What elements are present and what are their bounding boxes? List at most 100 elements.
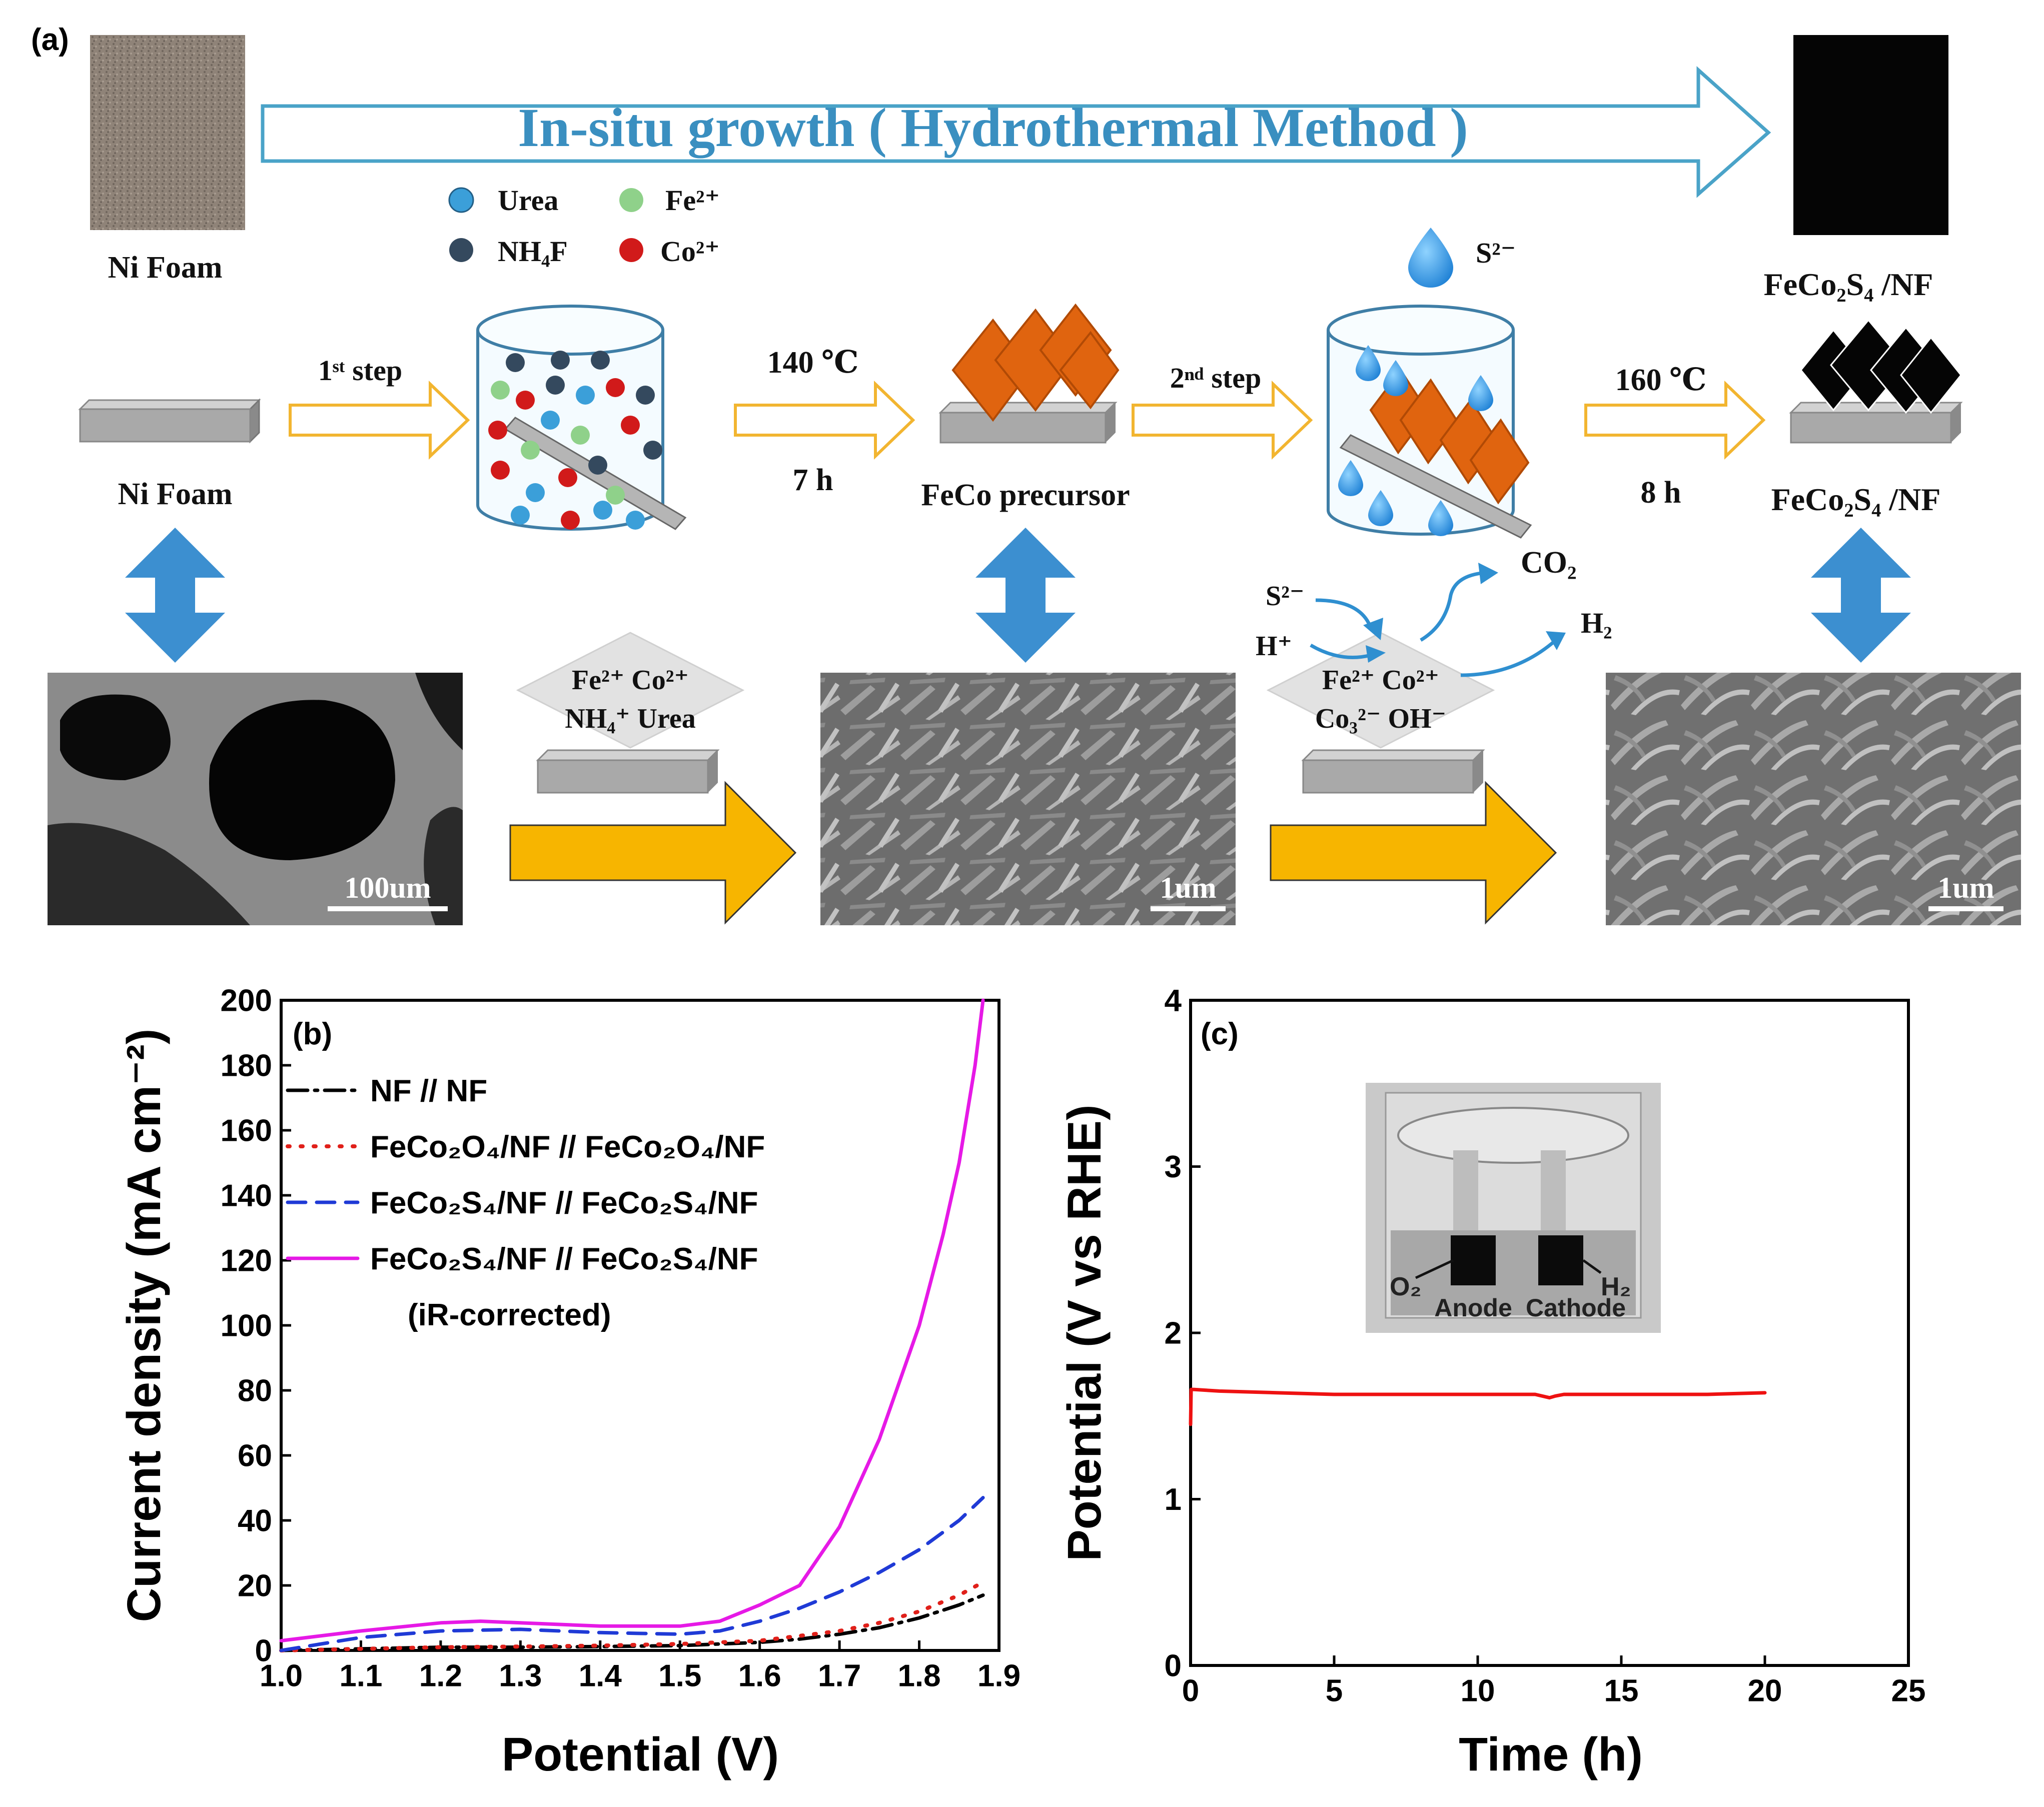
series-line xyxy=(1189,1387,1767,1426)
chart-b-label: (b) xyxy=(293,1017,332,1051)
panel-a: (a) Ni Foam In-situ growth ( Hydrotherma… xyxy=(31,23,2021,925)
co-dot xyxy=(619,238,643,262)
y-tick-label: 120 xyxy=(221,1244,272,1278)
y-tick-label: 1 xyxy=(1165,1482,1182,1517)
urea-dot xyxy=(448,187,474,213)
sulfide-drop-icon xyxy=(1408,228,1453,288)
y-tick-label: 0 xyxy=(1165,1649,1182,1683)
x-tick-label: 1.8 xyxy=(897,1658,940,1693)
fe-dot xyxy=(619,188,643,212)
chart-b-xlabel: Potential (V) xyxy=(502,1728,779,1781)
reaction-h2-label: H₂ xyxy=(1581,607,1612,639)
sem-image-product xyxy=(1606,673,2021,925)
legend-fe: Fe²⁺ xyxy=(665,184,720,217)
x-tick-label: 1.6 xyxy=(738,1658,781,1693)
legend-note: (iR-corrected) xyxy=(408,1298,611,1332)
inset-h2-label: H₂ xyxy=(1601,1272,1631,1301)
ni-foam-photo-label: Ni Foam xyxy=(108,251,222,285)
step1-arrow xyxy=(289,380,470,460)
scale-bar-line-3 xyxy=(1928,906,2003,911)
legend-label: FeCo₂S₄/NF // FeCo₂S₄/NF xyxy=(370,1186,758,1220)
x-tick-label: 0 xyxy=(1182,1673,1199,1708)
scale-bar-1um-b: 1um xyxy=(1937,871,1994,904)
inset-o2-label: O₂ xyxy=(1390,1272,1422,1301)
x-tick-label: 1.3 xyxy=(499,1658,542,1693)
reaction-co2-label: CO₂ xyxy=(1521,546,1577,580)
inset-cathode-label: Cathode xyxy=(1526,1294,1626,1322)
heating-arrow-1 xyxy=(734,380,915,460)
feco-precursor-crystals xyxy=(938,303,1120,444)
feco2s4-crystals xyxy=(1789,319,1963,444)
heating-arrow-2 xyxy=(1584,380,1766,460)
scale-bar-100um: 100um xyxy=(344,871,431,904)
step2-label: 2ⁿᵈ step xyxy=(1170,362,1261,394)
y-tick-label: 60 xyxy=(238,1439,272,1473)
legend-label: FeCo₂S₄/NF // FeCo₂S₄/NF xyxy=(370,1242,758,1276)
x-tick-label: 1.5 xyxy=(658,1658,701,1693)
sem-image-precursor xyxy=(820,673,1236,925)
ion-box-1-line1: Fe²⁺ Co²⁺ xyxy=(572,665,689,696)
product-photo-label: FeCo₂S₄ /NF xyxy=(1764,267,1933,302)
sem-image-ni-foam xyxy=(48,673,463,925)
double-arrow-3 xyxy=(1811,528,1911,663)
scale-bar-line-2 xyxy=(1151,906,1226,911)
panel-a-label: (a) xyxy=(31,23,69,57)
electrolyzer-inset-photo xyxy=(1366,1083,1661,1333)
scale-bar-line-1 xyxy=(328,906,448,911)
legend-urea: Urea xyxy=(498,184,558,217)
y-tick-label: 20 xyxy=(238,1569,272,1603)
legend-label: NF // NF xyxy=(370,1074,487,1108)
time2-label: 8 h xyxy=(1641,476,1681,510)
x-tick-label: 1.4 xyxy=(579,1658,622,1693)
reactor-2 xyxy=(1327,305,1532,539)
y-tick-label: 80 xyxy=(238,1374,272,1408)
reaction-s-label: S²⁻ xyxy=(1266,581,1305,612)
x-tick-label: 1.9 xyxy=(977,1658,1020,1693)
series-line xyxy=(279,1496,985,1652)
y-tick-label: 3 xyxy=(1165,1150,1182,1184)
sulfide-ion-label: S²⁻ xyxy=(1476,237,1516,269)
temp1-label: 140 ℃ xyxy=(767,346,859,380)
nh4f-dot xyxy=(449,238,473,262)
series-line xyxy=(279,998,985,1642)
ion-box-2-line1: Fe²⁺ Co²⁺ xyxy=(1322,665,1439,696)
reaction-h-label: H⁺ xyxy=(1256,631,1292,662)
reaction-arrows xyxy=(1310,571,1557,677)
ion-box-2-line2: Co₃²⁻ OH⁻ xyxy=(1315,703,1446,734)
scale-bar-1um-a: 1um xyxy=(1160,871,1216,904)
y-tick-label: 180 xyxy=(221,1049,272,1083)
chart-c-xlabel: Time (h) xyxy=(1459,1728,1643,1781)
product-label: FeCo₂S₄ /NF xyxy=(1771,482,1941,517)
double-arrow-1 xyxy=(125,528,225,663)
banner-text: In-situ growth ( Hydrothermal Method ) xyxy=(518,97,1468,158)
precursor-label: FeCo precursor xyxy=(921,478,1130,512)
ion-box-1-line2: NH₄⁺ Urea xyxy=(565,703,696,734)
inset-anode-label: Anode xyxy=(1434,1294,1512,1322)
x-tick-label: 20 xyxy=(1748,1673,1782,1708)
y-tick-label: 100 xyxy=(221,1309,272,1343)
y-tick-label: 40 xyxy=(238,1504,272,1538)
y-tick-label: 0 xyxy=(255,1634,272,1668)
chart-b-ylabel: Current density (mA cm⁻²) xyxy=(118,1029,171,1622)
y-tick-label: 140 xyxy=(221,1179,272,1213)
chart-c-ylabel: Potential (V vs RHE) xyxy=(1058,1104,1111,1561)
reactor-1 xyxy=(476,305,687,531)
legend-label: FeCo₂O₄/NF // FeCo₂O₄/NF xyxy=(370,1130,765,1164)
reaction-arrowheads xyxy=(1363,563,1566,663)
series-line xyxy=(279,1580,985,1652)
y-tick-label: 200 xyxy=(221,984,272,1018)
product-photo xyxy=(1793,35,1948,235)
y-tick-label: 160 xyxy=(221,1114,272,1148)
reagent-legend: Urea Fe²⁺ NH₄F Co²⁺ xyxy=(448,184,720,268)
legend-co: Co²⁺ xyxy=(660,235,720,268)
time1-label: 7 h xyxy=(793,463,833,497)
ni-foam-photo xyxy=(90,35,245,230)
legend-nh4f: NH₄F xyxy=(498,235,568,268)
x-tick-label: 15 xyxy=(1604,1673,1639,1708)
double-arrow-2 xyxy=(975,528,1076,663)
x-tick-label: 10 xyxy=(1461,1673,1495,1708)
banner-arrow xyxy=(261,66,1771,198)
y-tick-label: 2 xyxy=(1165,1316,1182,1351)
x-tick-label: 1.1 xyxy=(339,1658,382,1693)
